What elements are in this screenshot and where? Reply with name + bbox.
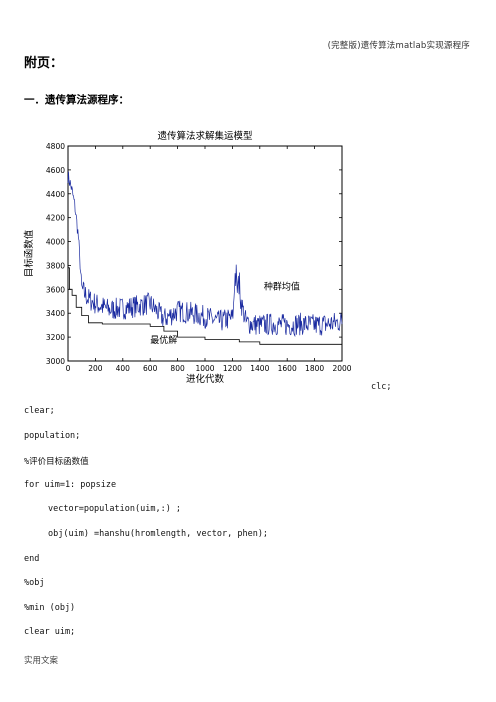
x-tick-label: 800 (170, 364, 185, 373)
x-axis-label: 进化代数 (186, 373, 225, 385)
section-title: 一．遗传算法源程序： (24, 94, 129, 106)
series-best-solution (68, 267, 342, 345)
x-tick-label: 0 (66, 364, 71, 373)
annotation-population-mean: 种群均值 (264, 280, 300, 292)
x-tick-label: 1000 (195, 364, 214, 373)
y-axis-label: 目标函数值 (23, 229, 35, 277)
chart-figure: 0 200 400 600 800 1000 1200 1400 1600 1800 2000 300… (20, 126, 360, 388)
code-line: end (24, 553, 40, 564)
y-tick-label: 4800 (46, 142, 65, 151)
line-chart: 0 200 400 600 800 1000 1200 1400 1600 1800 2000 300… (23, 130, 352, 385)
x-tick-label: 400 (116, 364, 131, 373)
code-line: clear uim; (24, 627, 76, 638)
code-line: clc; (371, 382, 392, 392)
x-tick-label: 1800 (305, 364, 324, 373)
appendix-title: 附页： (24, 56, 64, 71)
x-tick-label: 1200 (223, 364, 242, 373)
x-tick-label: 200 (88, 364, 103, 373)
code-line: %min (obj) (24, 602, 76, 613)
code-line: population; (24, 430, 81, 441)
y-tick-label: 4400 (46, 190, 65, 199)
y-tick-label: 3000 (46, 357, 65, 366)
chart-title: 遗传算法求解集运模型 (157, 130, 253, 142)
y-tick-label: 4200 (46, 214, 65, 223)
footer-note: 实用文案 (24, 656, 59, 666)
y-tick-label: 3200 (46, 333, 65, 342)
x-tick-label: 1600 (278, 364, 297, 373)
y-tick-label: 4600 (46, 166, 65, 175)
x-tick-label: 2000 (332, 364, 351, 373)
code-line: %评价目标函数值 (24, 457, 89, 468)
code-line: for uim=1: popsize (24, 479, 117, 490)
y-tick-label: 3400 (46, 309, 65, 318)
y-tick-label: 3600 (46, 285, 65, 294)
code-line: obj(uim) =hanshu(hromlength, vector, phe… (48, 529, 269, 539)
y-tick-label: 3800 (46, 261, 65, 270)
x-tick-label: 1400 (250, 364, 269, 373)
code-line: %obj (24, 578, 45, 589)
code-line: clear; (24, 406, 55, 416)
x-tick-label: 600 (143, 364, 158, 373)
y-tick-label: 4000 (46, 238, 65, 247)
code-line: vector=population(uim,:) ; (48, 504, 182, 515)
series-population-mean (67, 171, 343, 338)
header-note: (完整版)遗传算法matlab实现源程序 (327, 41, 470, 51)
annotation-best-solution: 最优解 (150, 334, 177, 346)
